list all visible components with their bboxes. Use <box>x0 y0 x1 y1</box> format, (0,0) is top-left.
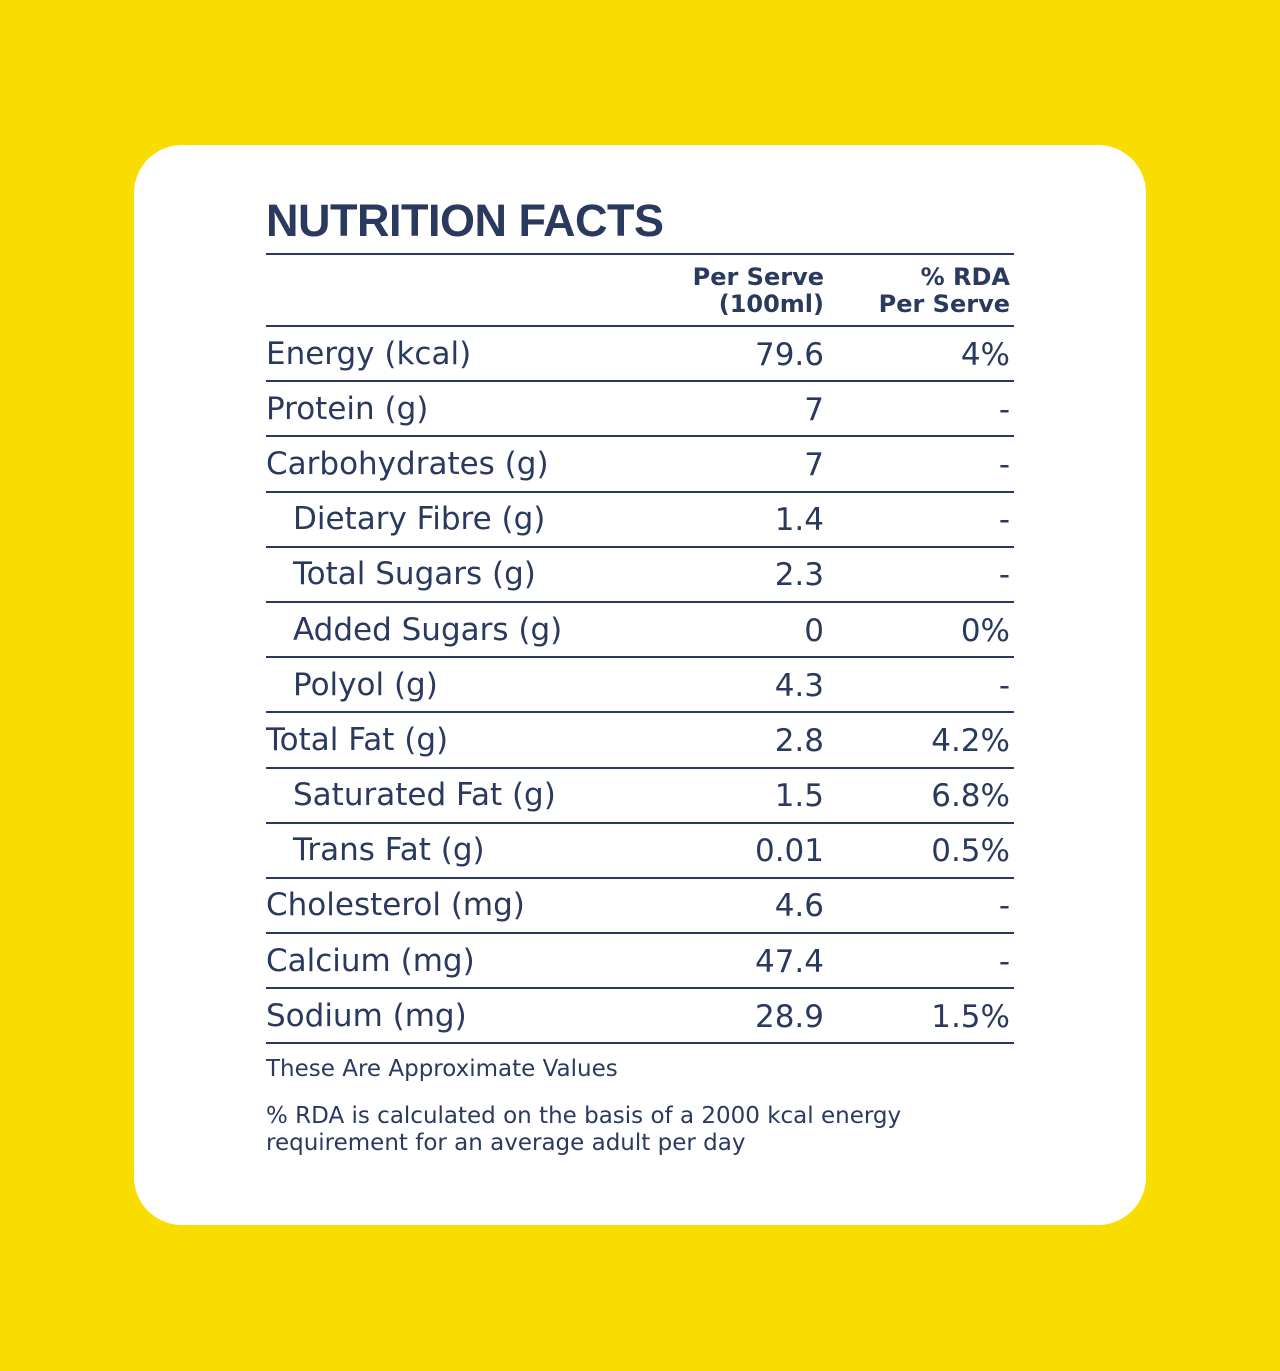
table-row-energy: Energy (kcal) 79.6 4% <box>266 327 1014 383</box>
page-title: NUTRITION FACTS <box>266 195 664 246</box>
row-rda: 0.5% <box>931 833 1010 870</box>
row-label: Carbohydrates (g) <box>266 445 549 482</box>
row-per-serve: 1.4 <box>774 502 824 539</box>
row-per-serve: 7 <box>804 446 824 483</box>
header-rda: % RDA Per Serve <box>824 255 1014 325</box>
row-label: Saturated Fat (g) <box>293 777 556 814</box>
table-row-sodium: Sodium (mg) 28.9 1.5% <box>266 989 1014 1045</box>
row-per-serve: 4.6 <box>774 888 824 925</box>
row-per-serve: 7 <box>804 391 824 428</box>
row-rda: 4% <box>960 336 1010 373</box>
row-label: Energy (kcal) <box>266 335 472 372</box>
row-label: Cholesterol (mg) <box>266 887 525 924</box>
row-per-serve: 79.6 <box>754 336 824 373</box>
row-label: Polyol (g) <box>293 666 438 703</box>
nutrition-panel: NUTRITION FACTS Per Serve (100ml) % RDA … <box>266 195 1014 1177</box>
top-divider <box>266 253 1014 255</box>
table-row-dietary-fibre: Dietary Fibre (g) 1.4 - <box>266 493 1014 548</box>
table-row-polyol: Polyol (g) 4.3 - <box>266 658 1014 714</box>
row-per-serve: 1.5 <box>774 778 824 815</box>
row-rda: - <box>998 943 1010 980</box>
table-row-trans-fat: Trans Fat (g) 0.01 0.5% <box>266 824 1014 879</box>
row-label: Sodium (mg) <box>266 997 467 1034</box>
header-per-serve-line1: Per Serve <box>692 263 824 291</box>
row-per-serve: 47.4 <box>754 943 824 980</box>
row-per-serve: 4.3 <box>774 667 824 704</box>
table-row-added-sugars: Added Sugars (g) 0 0% <box>266 603 1014 659</box>
row-label: Dietary Fibre (g) <box>293 501 546 538</box>
header-rda-line1: % RDA <box>920 263 1010 291</box>
row-per-serve: 0.01 <box>754 833 824 870</box>
header-label-spacer <box>266 255 624 325</box>
table-row-protein: Protein (g) 7 - <box>266 382 1014 438</box>
row-per-serve: 2.3 <box>774 557 824 594</box>
row-per-serve: 2.8 <box>774 722 824 759</box>
row-rda: 1.5% <box>931 998 1010 1035</box>
nutrition-card: NUTRITION FACTS Per Serve (100ml) % RDA … <box>134 145 1146 1225</box>
row-label: Calcium (mg) <box>266 942 475 979</box>
row-label: Protein (g) <box>266 390 429 427</box>
table-row-carbohydrates: Carbohydrates (g) 7 - <box>266 437 1014 493</box>
row-rda: 6.8% <box>931 778 1010 815</box>
table-header: Per Serve (100ml) % RDA Per Serve <box>266 255 1014 327</box>
row-rda: - <box>998 502 1010 539</box>
row-rda: - <box>998 391 1010 428</box>
header-rda-line2: Per Serve <box>878 290 1010 318</box>
row-label: Total Sugars (g) <box>293 556 536 593</box>
row-rda: - <box>998 557 1010 594</box>
approx-values-note: These Are Approximate Values <box>266 1056 618 1083</box>
row-label: Trans Fat (g) <box>293 832 485 869</box>
row-per-serve: 0 <box>804 612 824 649</box>
row-rda: 4.2% <box>931 722 1010 759</box>
row-label: Added Sugars (g) <box>293 611 563 648</box>
header-per-serve-line2: (100ml) <box>718 290 824 318</box>
table-row-saturated-fat: Saturated Fat (g) 1.5 6.8% <box>266 769 1014 824</box>
header-per-serve: Per Serve (100ml) <box>624 255 824 325</box>
row-rda: - <box>998 888 1010 925</box>
table-row-total-fat: Total Fat (g) 2.8 4.2% <box>266 713 1014 769</box>
row-rda: - <box>998 446 1010 483</box>
rda-basis-note: % RDA is calculated on the basis of a 20… <box>266 1103 902 1157</box>
row-rda: 0% <box>960 612 1010 649</box>
table-row-calcium: Calcium (mg) 47.4 - <box>266 934 1014 990</box>
table-row-cholesterol: Cholesterol (mg) 4.6 - <box>266 879 1014 935</box>
row-per-serve: 28.9 <box>754 998 824 1035</box>
row-label: Total Fat (g) <box>266 721 449 758</box>
row-rda: - <box>998 667 1010 704</box>
footnotes: These Are Approximate Values % RDA is ca… <box>266 1056 1014 1157</box>
table-row-total-sugars: Total Sugars (g) 2.3 - <box>266 548 1014 603</box>
